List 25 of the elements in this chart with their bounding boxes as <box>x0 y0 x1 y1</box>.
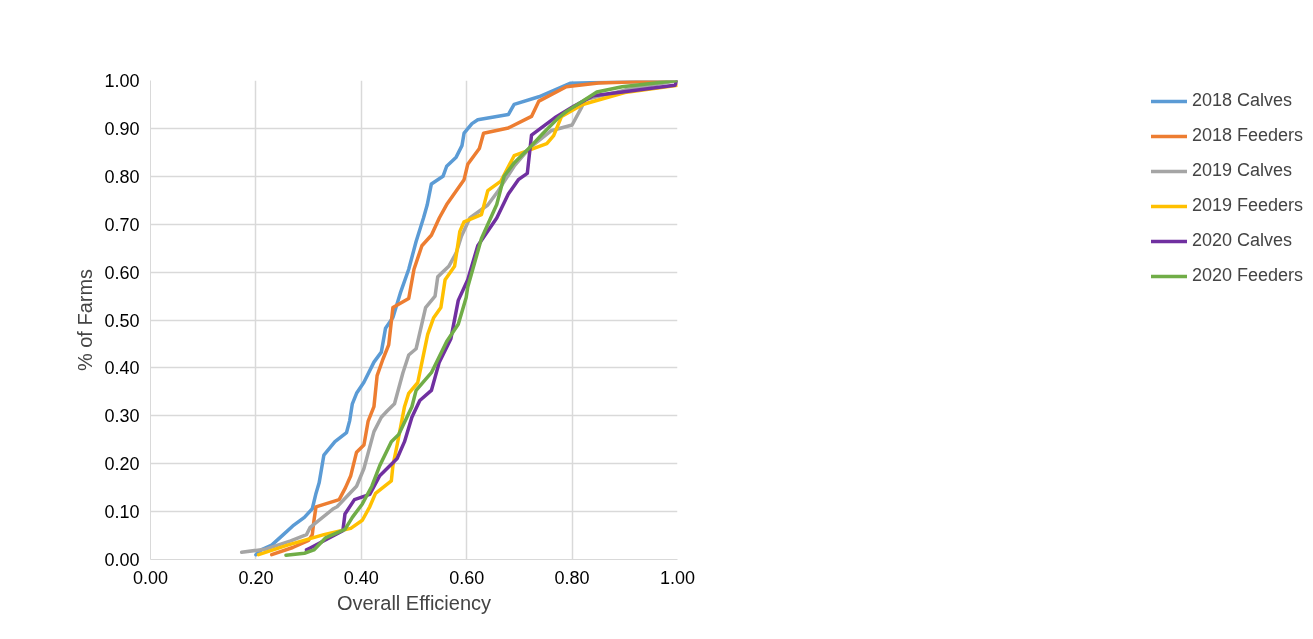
legend-label: 2018 Feeders <box>1191 125 1303 146</box>
y-tick-label: 0.00 <box>104 550 140 570</box>
x-tick-label: 1.00 <box>659 567 696 588</box>
x-tick-label: 0.80 <box>554 567 590 588</box>
y-tick-label: 0.10 <box>104 502 140 523</box>
legend-label: 2018 Calves <box>1191 90 1292 111</box>
y-axis-title: % of Farms <box>74 268 97 372</box>
legend-label: 2019 Feeders <box>1191 195 1303 216</box>
y-tick-label: 0.70 <box>104 214 140 235</box>
legend-label: 2020 Calves <box>1191 230 1292 251</box>
y-tick-label: 0.50 <box>104 310 140 331</box>
x-tick-label: 0.60 <box>449 567 485 588</box>
y-tick-label: 0.80 <box>104 166 140 187</box>
y-tick-label: 1.00 <box>104 71 140 91</box>
x-tick-label: 0.40 <box>343 567 379 588</box>
y-tick-label: 0.60 <box>104 262 140 283</box>
legend-label: 2019 Calves <box>1191 160 1292 181</box>
x-tick-label: 0.00 <box>132 567 169 588</box>
y-tick-label: 0.40 <box>104 358 140 379</box>
y-tick-label: 0.30 <box>104 406 140 427</box>
y-tick-label: 0.20 <box>104 454 140 475</box>
legend-label: 2020 Feeders <box>1191 265 1303 286</box>
x-axis-title: Overall Efficiency <box>336 591 492 614</box>
x-tick-label: 0.20 <box>238 567 274 588</box>
y-tick-label: 0.90 <box>104 118 140 139</box>
